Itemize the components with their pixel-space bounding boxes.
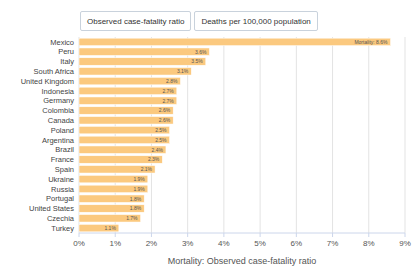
data-label: 2.5% xyxy=(155,127,167,133)
grid-line xyxy=(79,37,80,233)
category-label: Poland xyxy=(51,126,74,135)
tick-mark xyxy=(260,233,261,237)
toggle-button[interactable]: Observed case-fatality ratio xyxy=(80,11,191,31)
category-label: Spain xyxy=(55,165,74,174)
tick-label: 5% xyxy=(254,239,266,248)
category-label: Germany xyxy=(43,96,74,105)
category-label: Mexico xyxy=(50,38,74,47)
bar xyxy=(79,195,144,202)
data-label: 1.9% xyxy=(133,176,145,182)
grid-line xyxy=(332,37,333,233)
tick-label: 1% xyxy=(109,239,121,248)
data-label: 2.1% xyxy=(141,166,153,172)
category-label: Ukraine xyxy=(48,175,74,184)
data-label: 2.8% xyxy=(166,78,178,84)
data-label: 1.9% xyxy=(133,186,145,192)
bar xyxy=(79,146,166,153)
tick-mark xyxy=(187,233,188,237)
tick-label: 3% xyxy=(182,239,194,248)
tick-mark xyxy=(368,233,369,237)
bar xyxy=(79,185,148,192)
grid-line xyxy=(187,37,188,233)
bar xyxy=(79,175,148,182)
category-label: United Kingdom xyxy=(21,77,74,86)
tick-label: 7% xyxy=(327,239,339,248)
bar xyxy=(79,107,173,114)
data-label: 3.6% xyxy=(195,49,207,55)
category-label: Peru xyxy=(58,47,74,56)
toggle-button[interactable]: Deaths per 100,000 population xyxy=(194,11,317,31)
data-label: 2.4% xyxy=(152,147,164,153)
axis-title: Mortality: Observed case-fatality ratio xyxy=(168,256,317,266)
data-label: 2.6% xyxy=(159,107,171,113)
bar xyxy=(79,68,191,75)
bar xyxy=(79,87,177,94)
data-label: 2.6% xyxy=(159,117,171,123)
grid-line xyxy=(405,37,406,233)
category-label: United States xyxy=(29,204,74,213)
category-label: Turkey xyxy=(51,224,74,233)
grid-line xyxy=(223,37,224,233)
bar xyxy=(79,205,144,212)
x-axis-line xyxy=(79,233,405,234)
data-label: 3.5% xyxy=(191,58,203,64)
tick-mark xyxy=(332,233,333,237)
data-label: 1.8% xyxy=(130,205,142,211)
data-label: 1.7% xyxy=(126,215,138,221)
tick-label: 0% xyxy=(73,239,85,248)
data-label: Mortality: 8.6% xyxy=(354,39,388,45)
bar xyxy=(79,166,155,173)
tick-mark xyxy=(115,233,116,237)
category-label: Italy xyxy=(60,57,74,66)
tick-label: 9% xyxy=(399,239,411,248)
bar xyxy=(79,58,206,65)
grid-line xyxy=(368,37,369,233)
data-label: 2.5% xyxy=(155,137,167,143)
tick-mark xyxy=(79,233,80,237)
tick-mark xyxy=(151,233,152,237)
bar xyxy=(79,136,170,143)
bar xyxy=(79,224,119,231)
tick-mark xyxy=(405,233,406,237)
bar xyxy=(79,77,180,84)
tick-mark xyxy=(296,233,297,237)
chart: 0% 1% 2% 3% 4% 5% 6% 7% 8% 9% MexicoPeruItalySouth… xyxy=(0,0,420,280)
data-label: 2.7% xyxy=(162,88,174,94)
tick-mark xyxy=(223,233,224,237)
bar xyxy=(79,215,141,222)
bar xyxy=(79,156,162,163)
data-label: 1.8% xyxy=(130,196,142,202)
category-label: Argentina xyxy=(42,136,75,145)
category-label: Portugal xyxy=(46,194,74,203)
bar xyxy=(79,38,391,45)
tick-label: 4% xyxy=(218,239,230,248)
grid-line xyxy=(296,37,297,233)
data-label: 3.1% xyxy=(177,68,189,74)
category-label: Canada xyxy=(48,116,75,125)
grid-line xyxy=(115,37,116,233)
category-label: Russia xyxy=(51,185,75,194)
category-label: Czechia xyxy=(47,214,75,223)
bar xyxy=(79,117,173,124)
category-label: South Africa xyxy=(34,67,75,76)
data-label: 2.3% xyxy=(148,156,160,162)
category-label: Brazil xyxy=(55,145,74,154)
tick-label: 6% xyxy=(291,239,303,248)
bar xyxy=(79,97,177,104)
data-label: 2.7% xyxy=(162,98,174,104)
category-label: France xyxy=(51,155,74,164)
grid-line xyxy=(151,37,152,233)
category-label: Indonesia xyxy=(41,87,74,96)
data-label: 1.1% xyxy=(104,225,116,231)
category-label: Colombia xyxy=(42,106,75,115)
tick-label: 8% xyxy=(363,239,375,248)
bars xyxy=(79,38,391,232)
tick-label: 2% xyxy=(146,239,158,248)
bar xyxy=(79,126,170,133)
bar xyxy=(79,48,209,55)
grid-line xyxy=(260,37,261,233)
